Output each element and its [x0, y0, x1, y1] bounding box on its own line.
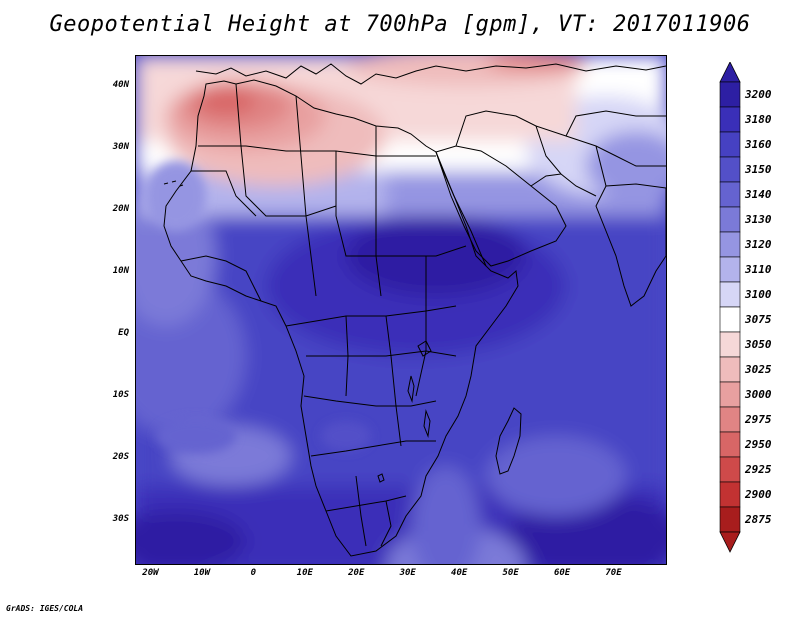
colorbar-swatch — [720, 507, 740, 532]
colorbar-swatch — [720, 382, 740, 407]
colorbar-level-label: 2900 — [745, 488, 772, 501]
colorbar-swatch — [720, 157, 740, 182]
lon-tick-label: 20W — [130, 568, 170, 578]
colorbar-swatch — [720, 357, 740, 382]
colorbar-level-label: 3130 — [745, 213, 772, 226]
colorbar-level-label: 3120 — [745, 238, 772, 251]
colorbar-level-label: 2875 — [745, 513, 772, 526]
colorbar-swatch — [720, 207, 740, 232]
geopotential-height-map — [136, 56, 666, 564]
colorbar-level-label: 3000 — [745, 388, 772, 401]
colorbar-swatch — [720, 332, 740, 357]
lon-tick-label: 70E — [594, 568, 634, 578]
lon-tick-label: 10W — [182, 568, 222, 578]
height-field-shading — [136, 56, 666, 564]
colorbar-level-label: 3075 — [745, 313, 772, 326]
lon-tick-label: 50E — [491, 568, 531, 578]
lon-tick-label: 60E — [542, 568, 582, 578]
lon-tick-label: 20E — [336, 568, 376, 578]
colorbar-level-label: 3100 — [745, 288, 772, 301]
colorbar-swatch — [720, 182, 740, 207]
lon-tick-label: 30E — [388, 568, 428, 578]
colorbar-level-label: 2975 — [745, 413, 772, 426]
colorbar-level-label: 3150 — [745, 163, 772, 176]
colorbar-level-label: 3050 — [745, 338, 772, 351]
colorbar-swatch — [720, 282, 740, 307]
colorbar-swatch — [720, 107, 740, 132]
map-title: Geopotential Height at 700hPa [gpm], VT:… — [0, 12, 800, 37]
colorbar-level-label: 3180 — [745, 113, 772, 126]
lat-tick-label: 20N — [95, 204, 129, 214]
lat-tick-label: 10N — [95, 266, 129, 276]
colorbar-swatch — [720, 432, 740, 457]
lat-tick-label: EQ — [95, 328, 129, 338]
lat-tick-label: 30N — [95, 142, 129, 152]
lon-tick-label: 40E — [439, 568, 479, 578]
colorbar-swatch — [720, 232, 740, 257]
lat-tick-label: 20S — [95, 452, 129, 462]
colorbar-swatch — [720, 132, 740, 157]
lat-tick-label: 40N — [95, 80, 129, 90]
colorbar-swatch — [720, 457, 740, 482]
grads-credit: GrADS: IGES/COLA — [6, 604, 83, 613]
colorbar-level-label: 3200 — [745, 88, 772, 101]
colorbar-swatch — [720, 407, 740, 432]
colorbar-arrow-bottom — [720, 532, 740, 552]
lat-tick-label: 10S — [95, 390, 129, 400]
map-panel — [135, 55, 667, 565]
colorbar-swatch — [720, 307, 740, 332]
colorbar-arrow-top — [720, 62, 740, 82]
colorbar-level-label: 3025 — [745, 363, 772, 376]
lon-tick-label: 10E — [285, 568, 325, 578]
colorbar-level-label: 2925 — [745, 463, 772, 476]
colorbar-swatch — [720, 257, 740, 282]
colorbar-level-label: 2950 — [745, 438, 772, 451]
colorbar-level-label: 3140 — [745, 188, 772, 201]
lat-tick-label: 30S — [95, 514, 129, 524]
colorbar-level-label: 3160 — [745, 138, 772, 151]
lon-tick-label: 0 — [233, 568, 273, 578]
colorbar-swatch — [720, 82, 740, 107]
colorbar-swatch — [720, 482, 740, 507]
colorbar-level-label: 3110 — [745, 263, 772, 276]
